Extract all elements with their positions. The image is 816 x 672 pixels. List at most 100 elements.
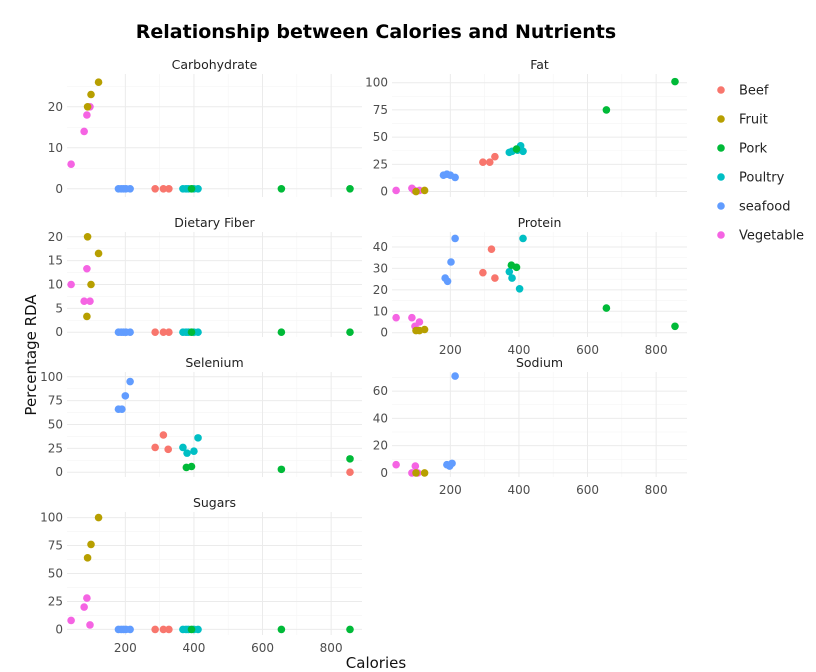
scatter-point-pork[interactable] [602, 304, 611, 312]
scatter-point-vegetable[interactable] [67, 280, 75, 289]
scatter-point-pork[interactable] [671, 77, 679, 86]
scatter-point-beef[interactable] [165, 185, 173, 193]
scatter-point-fruit[interactable] [87, 280, 95, 289]
scatter-point-seafood[interactable] [126, 377, 134, 386]
scatter-point-fruit[interactable] [94, 249, 103, 258]
scatter-point-poultry[interactable] [194, 434, 202, 442]
scatter-point-vegetable[interactable] [80, 603, 88, 611]
scatter-point-vegetable[interactable] [67, 616, 75, 625]
scatter-point-pork[interactable] [346, 625, 354, 634]
scatter-point-poultry[interactable] [190, 447, 198, 456]
scatter-point-seafood[interactable] [451, 372, 459, 380]
scatter-point-vegetable[interactable] [392, 313, 400, 322]
scatter-point-beef[interactable] [491, 152, 499, 161]
scatter-point-seafood[interactable] [451, 173, 459, 182]
scatter-point-vegetable[interactable] [83, 594, 91, 602]
scatter-point-fruit[interactable] [412, 187, 420, 196]
scatter-point-fruit[interactable] [420, 325, 429, 334]
scatter-point-fruit[interactable] [83, 312, 91, 321]
scatter-point-fruit[interactable] [87, 90, 95, 99]
scatter-point-beef[interactable] [487, 245, 496, 253]
legend-item-fruit[interactable]: Fruit [717, 113, 768, 128]
legend-item-seafood[interactable]: seafood [717, 200, 790, 215]
scatter-point-fruit[interactable] [83, 232, 92, 241]
scatter-point-beef[interactable] [151, 625, 159, 634]
scatter-point-pork[interactable] [187, 328, 196, 337]
scatter-point-pork[interactable] [277, 625, 286, 634]
scatter-point-seafood[interactable] [126, 625, 134, 634]
scatter-point-vegetable[interactable] [67, 160, 75, 168]
legend-item-pork[interactable]: Pork [717, 142, 768, 157]
scatter-point-beef[interactable] [151, 328, 159, 337]
scatter-point-pork[interactable] [602, 106, 611, 114]
scatter-point-poultry[interactable] [519, 234, 527, 243]
scatter-point-pork[interactable] [277, 465, 286, 474]
scatter-point-vegetable[interactable] [392, 460, 400, 469]
scatter-point-vegetable[interactable] [80, 297, 88, 306]
scatter-point-pork[interactable] [671, 322, 679, 331]
scatter-point-poultry[interactable] [505, 267, 514, 276]
scatter-point-vegetable[interactable] [408, 313, 416, 322]
scatter-point-fruit[interactable] [94, 513, 103, 522]
scatter-point-fruit[interactable] [412, 469, 420, 477]
scatter-point-fruit[interactable] [420, 469, 429, 477]
scatter-point-poultry[interactable] [515, 284, 524, 293]
scatter-point-seafood[interactable] [121, 392, 130, 400]
scatter-point-seafood[interactable] [447, 258, 455, 266]
scatter-point-beef[interactable] [151, 443, 159, 452]
scatter-point-vegetable[interactable] [83, 111, 91, 119]
scatter-point-vegetable[interactable] [86, 297, 94, 306]
scatter-point-beef[interactable] [491, 274, 499, 282]
scatter-point-vegetable[interactable] [411, 462, 420, 470]
scatter-point-beef[interactable] [159, 431, 168, 439]
scatter-point-beef[interactable] [159, 625, 168, 634]
scatter-point-vegetable[interactable] [86, 621, 94, 629]
scatter-point-poultry[interactable] [508, 274, 516, 282]
scatter-point-vegetable[interactable] [80, 127, 88, 136]
scatter-point-beef[interactable] [165, 625, 173, 634]
scatter-point-beef[interactable] [479, 268, 487, 277]
scatter-point-vegetable[interactable] [415, 318, 424, 326]
scatter-point-fruit[interactable] [87, 540, 95, 549]
scatter-point-beef[interactable] [485, 158, 494, 166]
scatter-point-poultry[interactable] [519, 147, 527, 156]
scatter-point-poultry[interactable] [194, 625, 202, 634]
scatter-point-seafood[interactable] [126, 185, 134, 193]
scatter-point-beef[interactable] [346, 468, 354, 477]
scatter-point-fruit[interactable] [83, 103, 92, 111]
scatter-point-pork[interactable] [277, 185, 286, 193]
scatter-point-beef[interactable] [151, 185, 159, 193]
scatter-point-pork[interactable] [346, 185, 354, 193]
scatter-point-pork[interactable] [346, 328, 354, 337]
scatter-point-fruit[interactable] [420, 186, 429, 195]
scatter-point-seafood[interactable] [126, 328, 134, 337]
scatter-point-pork[interactable] [187, 625, 196, 634]
scatter-point-seafood[interactable] [448, 459, 456, 468]
scatter-point-seafood[interactable] [451, 234, 459, 243]
scatter-point-vegetable[interactable] [83, 264, 91, 273]
legend-item-poultry[interactable]: Poultry [717, 171, 785, 186]
scatter-point-beef[interactable] [165, 328, 173, 337]
scatter-point-poultry[interactable] [183, 449, 191, 457]
legend-item-vegetable[interactable]: Vegetable [717, 229, 804, 244]
scatter-point-seafood[interactable] [443, 277, 452, 286]
legend[interactable]: Beef Fruit Pork Poultry seafood Vegetable [717, 84, 804, 244]
scatter-point-pork[interactable] [187, 185, 196, 193]
scatter-point-vegetable[interactable] [392, 186, 400, 195]
scatter-point-pork[interactable] [512, 145, 521, 153]
scatter-point-beef[interactable] [479, 158, 487, 166]
scatter-point-pork[interactable] [346, 455, 354, 463]
scatter-point-beef[interactable] [164, 445, 172, 454]
scatter-point-pork[interactable] [187, 462, 196, 471]
scatter-point-poultry[interactable] [179, 443, 187, 452]
scatter-point-pork[interactable] [277, 328, 286, 337]
scatter-point-beef[interactable] [159, 185, 168, 193]
scatter-point-beef[interactable] [159, 328, 168, 337]
scatter-point-pork[interactable] [512, 263, 521, 272]
scatter-point-fruit[interactable] [94, 78, 103, 86]
legend-item-beef[interactable]: Beef [717, 84, 769, 99]
scatter-point-poultry[interactable] [194, 328, 202, 337]
scatter-point-poultry[interactable] [194, 185, 202, 193]
scatter-point-fruit[interactable] [83, 554, 92, 562]
scatter-point-seafood[interactable] [118, 405, 126, 414]
